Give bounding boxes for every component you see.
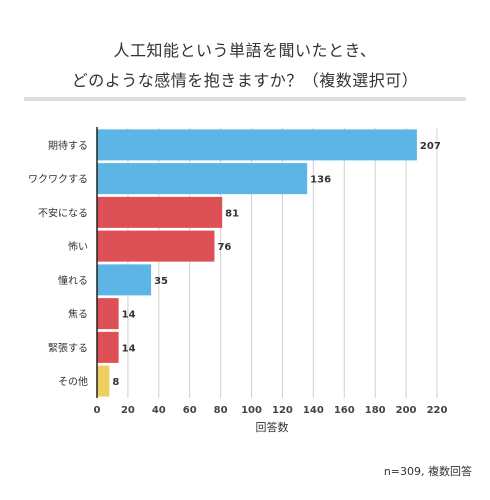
- data-label: 14: [122, 343, 136, 354]
- x-tick-label: 200: [396, 405, 417, 416]
- bar: [97, 230, 215, 262]
- data-label: 136: [310, 175, 331, 186]
- bar: [97, 196, 223, 228]
- x-tick-label: 100: [241, 405, 262, 416]
- x-tick-label: 40: [152, 405, 166, 416]
- bar: [97, 129, 417, 161]
- data-label: 14: [122, 310, 136, 321]
- category-label: その他: [58, 375, 88, 388]
- x-tick-label: 20: [121, 405, 135, 416]
- sample-size-note: n=309, 複数回答: [383, 465, 472, 478]
- x-tick-label: 120: [272, 405, 293, 416]
- x-tick-label: 0: [94, 405, 101, 416]
- category-label: 焦る: [68, 308, 88, 321]
- category-label: ワクワクする: [28, 174, 88, 186]
- data-label: 81: [225, 208, 239, 219]
- bar: [97, 298, 119, 330]
- chart-title-line-2: どのような感情を抱きますか？（複数選択可）: [71, 71, 419, 90]
- data-label: 35: [154, 276, 168, 287]
- x-tick-label: 160: [334, 405, 355, 416]
- x-tick-label: 220: [427, 405, 448, 416]
- category-label: 期待する: [48, 139, 88, 152]
- category-label: 不安になる: [38, 206, 88, 219]
- x-tick-label: 80: [214, 405, 228, 416]
- bar: [97, 331, 119, 363]
- title-divider: [24, 97, 466, 101]
- chart-title-line-1: 人工知能という単語を聞いたとき、: [113, 41, 377, 60]
- category-label: 怖い: [68, 240, 88, 253]
- data-label: 76: [217, 242, 231, 253]
- bar: [97, 365, 110, 397]
- data-label: 8: [112, 377, 119, 388]
- x-tick-label: 140: [303, 405, 324, 416]
- x-axis-title: 回答数: [256, 420, 289, 434]
- x-tick-label: 60: [183, 405, 197, 416]
- data-label: 207: [420, 141, 441, 152]
- category-label: 憧れる: [58, 274, 88, 287]
- bar: [97, 163, 308, 195]
- bar: [97, 264, 152, 296]
- category-label: 緊張する: [48, 342, 88, 354]
- x-tick-label: 180: [365, 405, 386, 416]
